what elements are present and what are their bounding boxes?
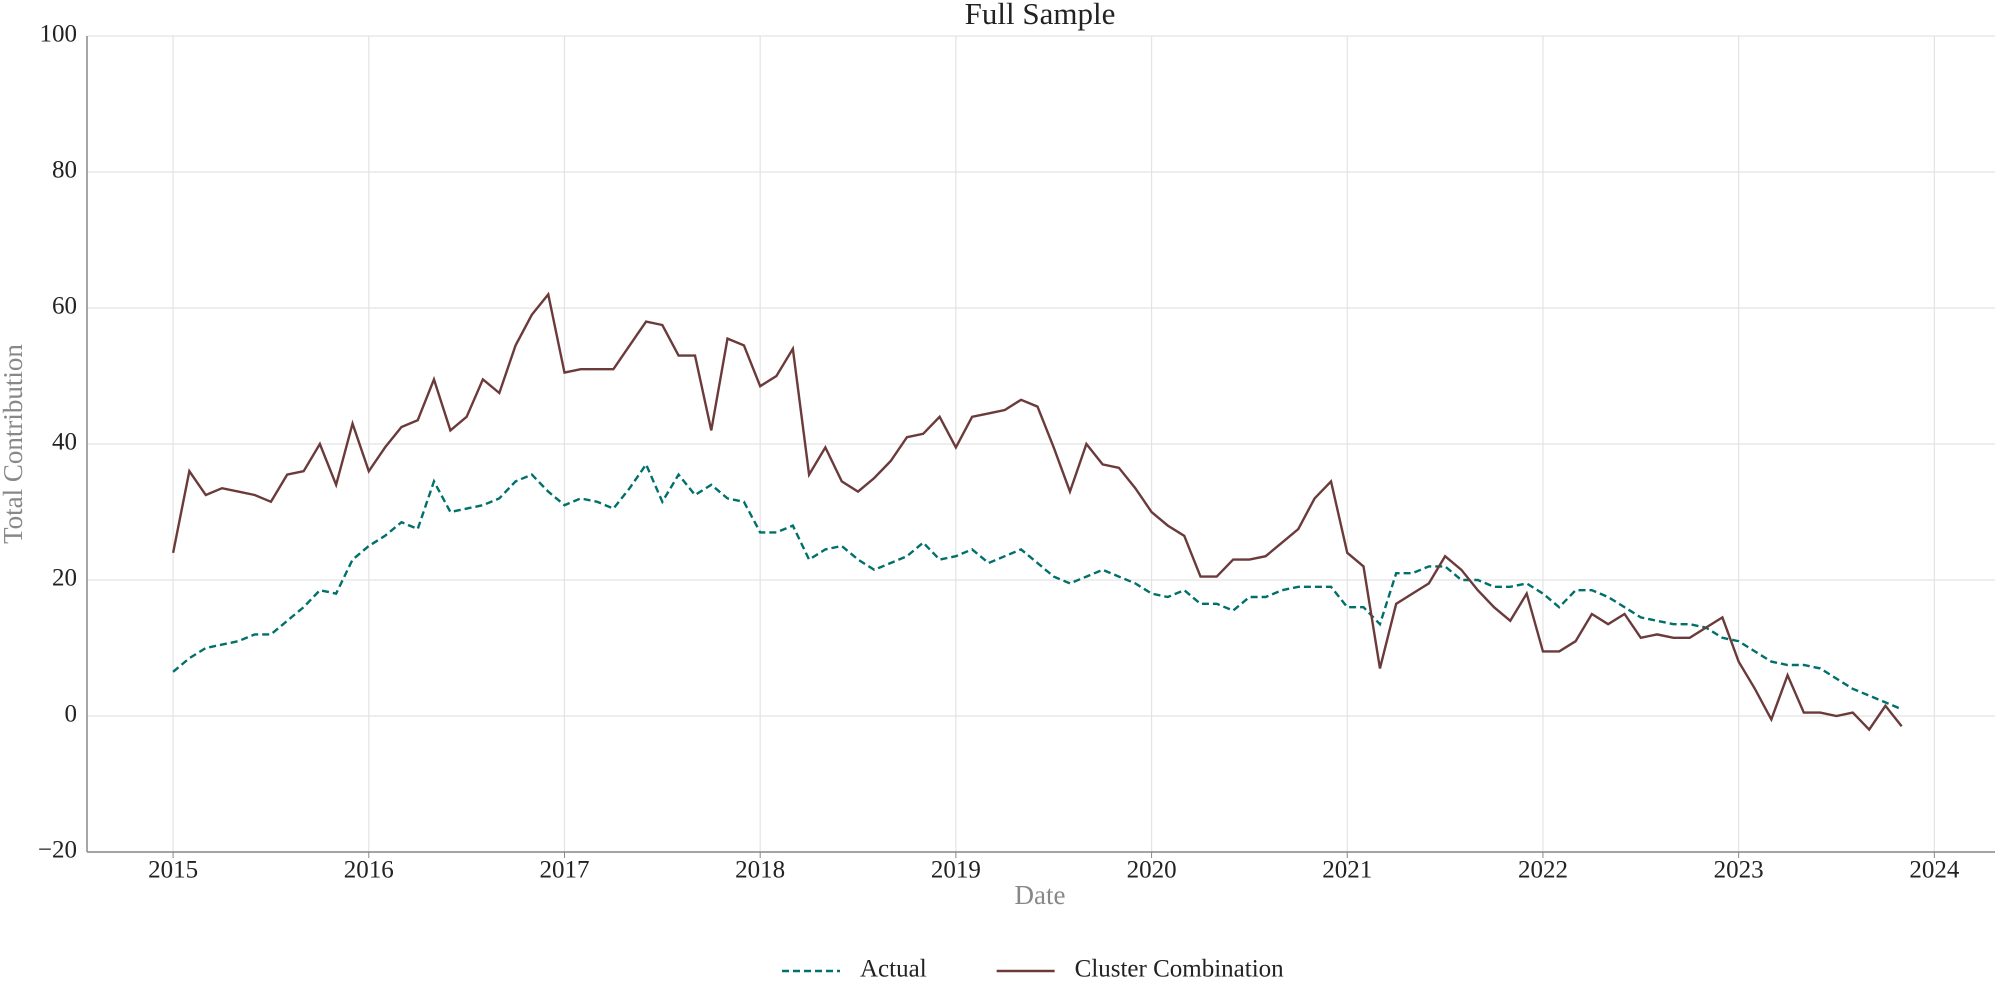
x-tick-label: 2018 <box>735 857 785 884</box>
y-tick-label: 60 <box>52 293 77 320</box>
y-tick-label: 0 <box>65 701 78 728</box>
chart-title: Full Sample <box>965 0 1116 31</box>
x-tick-label: 2015 <box>148 857 198 884</box>
series-line <box>171 291 1903 732</box>
x-tick-label: 2022 <box>1518 857 1568 884</box>
y-tick-label: −20 <box>38 837 77 864</box>
x-tick-label: 2021 <box>1322 857 1372 884</box>
x-tick-label: 2017 <box>539 857 589 884</box>
y-tick-label: 100 <box>40 21 78 48</box>
y-tick-label: 20 <box>52 565 77 592</box>
x-tick-label: 2019 <box>931 857 981 884</box>
x-tick-label: 2016 <box>344 857 394 884</box>
x-tick-label: 2020 <box>1127 857 1177 884</box>
legend-label: Cluster Combination <box>1075 956 1285 983</box>
y-axis-label: Total Contribution <box>0 344 28 544</box>
y-tick-label: 40 <box>52 429 77 456</box>
x-axis-label: Date <box>1015 880 1066 910</box>
x-tick-label: 2024 <box>1909 857 1960 884</box>
series-line <box>172 461 1903 711</box>
legend-label: Actual <box>860 956 927 983</box>
x-tick-label: 2023 <box>1714 857 1764 884</box>
y-tick-label: 80 <box>52 157 77 184</box>
